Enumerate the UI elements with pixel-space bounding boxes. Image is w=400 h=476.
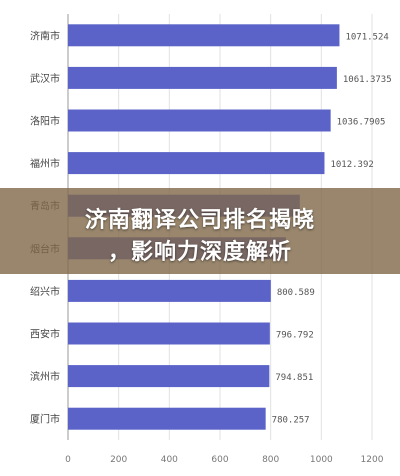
banner-title-line-1: 济南翻译公司排名揭晓 [84, 208, 315, 233]
bar [68, 66, 337, 89]
category-label: 济南市 [30, 29, 60, 42]
x-tick-label: 800 [262, 455, 279, 465]
category-label: 武汉市 [30, 72, 60, 85]
value-label: 1036.7905 [337, 118, 386, 128]
value-label: 800.589 [277, 288, 315, 298]
category-label: 厦门市 [30, 413, 60, 426]
bar [68, 152, 325, 175]
bar [68, 407, 266, 430]
category-label: 绍兴市 [30, 285, 60, 298]
value-label: 1061.3735 [343, 75, 392, 85]
x-tick-label: 400 [161, 455, 178, 465]
bar [68, 109, 331, 132]
title-banner: 济南翻译公司排名揭晓 ，影响力深度解析 [0, 188, 400, 274]
value-label: 1012.392 [330, 160, 373, 170]
x-tick-label: 0 [65, 455, 71, 465]
banner-title-line-2: ，影响力深度解析 [107, 240, 292, 265]
category-label: 西安市 [30, 328, 60, 341]
value-label: 780.257 [272, 416, 310, 426]
bar [68, 24, 340, 47]
category-label: 洛阳市 [30, 115, 60, 128]
value-label: 796.792 [276, 331, 314, 341]
x-tick-label: 200 [110, 455, 127, 465]
value-label: 1071.524 [345, 32, 388, 42]
bar [68, 365, 270, 388]
category-label: 福州市 [30, 157, 60, 170]
x-tick-label: 600 [211, 455, 228, 465]
x-tick-label: 1200 [361, 455, 384, 465]
x-tick-labels: 0 200 400 600 800 1000 1200 [65, 455, 384, 465]
value-label: 794.851 [275, 373, 313, 383]
bar [68, 322, 270, 345]
bar [68, 279, 271, 302]
category-label: 滨州市 [30, 370, 60, 383]
value-labels: 1071.524 1061.3735 1036.7905 1012.392 800.58… [272, 32, 392, 425]
x-tick-label: 1000 [310, 455, 333, 465]
